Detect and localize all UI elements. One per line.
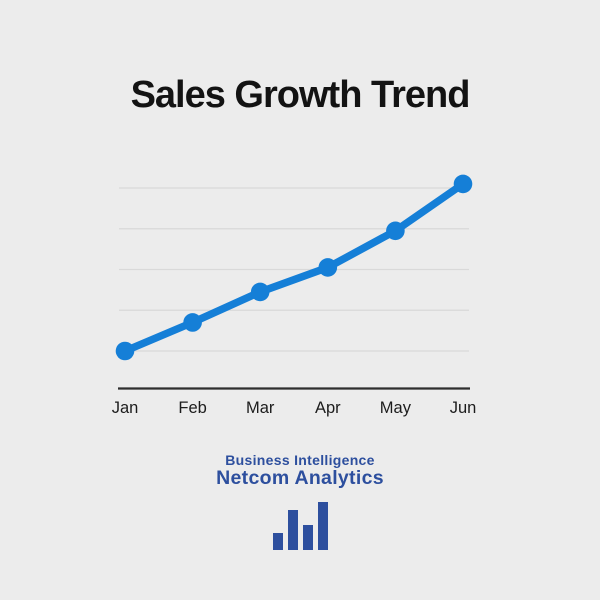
x-axis-label-jan: Jan — [111, 399, 139, 417]
x-axis-label-feb: Feb — [178, 399, 207, 417]
x-axis-label-apr: Apr — [314, 399, 341, 417]
x-axis-label-jun: Jun — [449, 399, 477, 417]
data-point-jan — [115, 341, 135, 361]
data-point-jun — [453, 174, 473, 194]
data-point-markers — [115, 174, 473, 361]
brand-name: Netcom Analytics — [216, 467, 384, 489]
x-axis-label-mar: Mar — [245, 399, 275, 417]
gridlines — [119, 187, 469, 352]
chart-title: Sales Growth Trend — [130, 74, 471, 116]
logo-bar — [288, 510, 298, 550]
bar-chart-icon — [273, 502, 328, 550]
trend-line — [121, 180, 467, 355]
logo-bar — [273, 533, 283, 550]
brand-tagline: Business Intelligence — [225, 452, 375, 468]
data-point-mar — [250, 282, 270, 302]
x-axis-label-may: May — [379, 399, 411, 417]
data-point-apr — [318, 258, 338, 277]
data-point-may — [386, 221, 405, 241]
logo-bar — [318, 502, 328, 550]
data-point-feb — [183, 313, 202, 332]
logo-bar — [303, 525, 313, 550]
